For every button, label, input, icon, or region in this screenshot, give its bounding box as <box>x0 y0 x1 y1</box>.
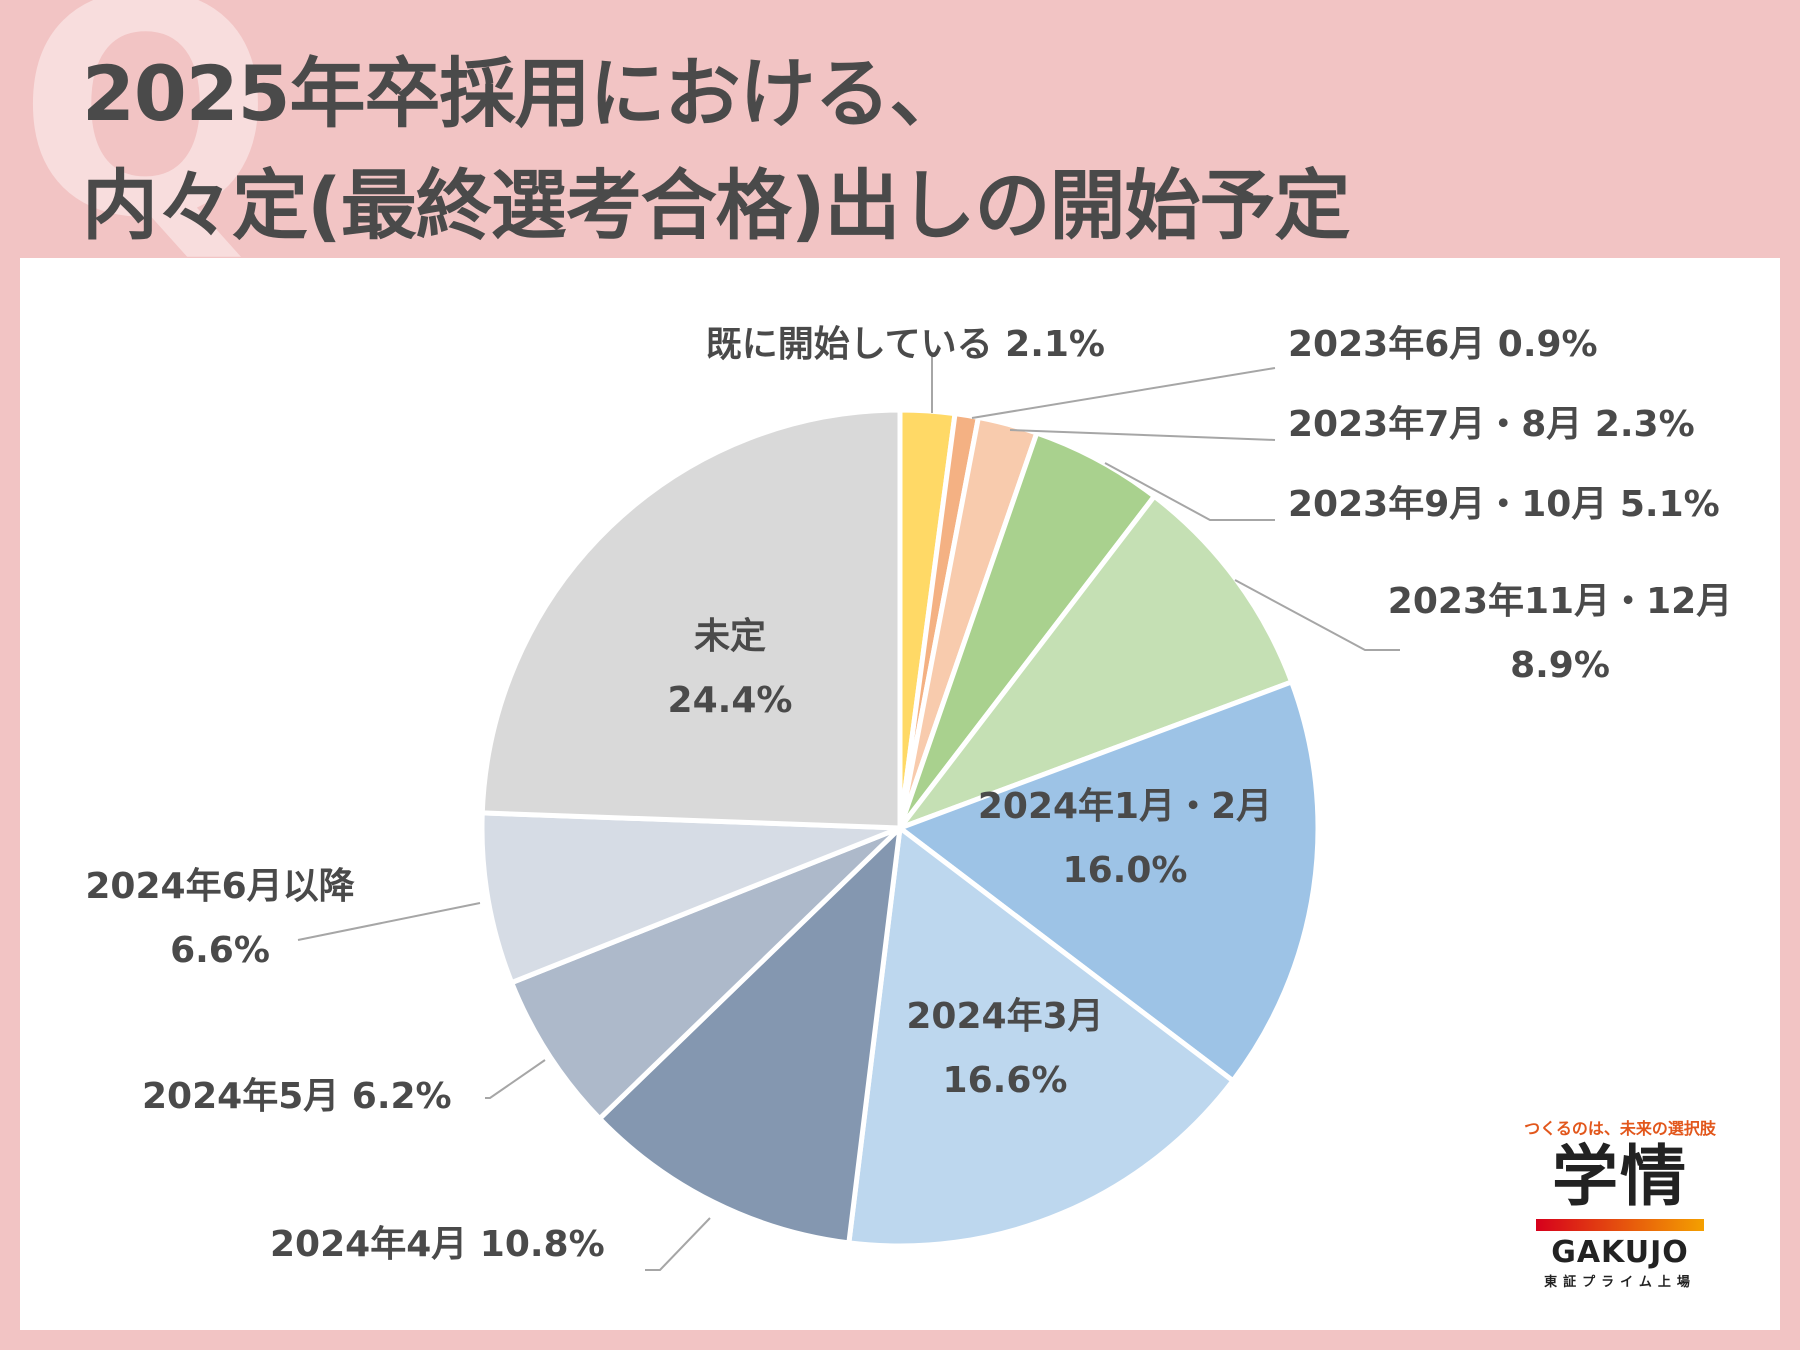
leader-line-2 <box>971 367 1276 419</box>
slice-label-2: 2023年6月 0.9% <box>1288 324 1598 365</box>
slice-label-1: 既に開始している 2.1% <box>706 324 1105 365</box>
leader-line-3 <box>1009 429 1276 441</box>
leader-line-9 <box>485 1059 546 1099</box>
logo-english: GAKUJO <box>1551 1235 1689 1270</box>
slice-category-6: 2024年1月・2月 <box>978 786 1272 827</box>
pie-slice-11 <box>479 407 903 831</box>
slice-category-11: 未定 <box>694 616 766 657</box>
leader-line-4 <box>1104 462 1275 521</box>
chart-title-line-1: 2025年卒採用における、 <box>82 49 966 138</box>
slice-category-10: 2024年6月以降 <box>85 866 354 907</box>
logo-kanji: 学情 <box>1552 1138 1688 1215</box>
chart-title: 2025年卒採用における、 内々定(最終選考合格)出しの開始予定 <box>82 38 1350 262</box>
slice-label-9: 2024年5月 6.2% <box>142 1076 452 1117</box>
slice-value-5: 8.9% <box>1510 645 1610 686</box>
leader-line-10 <box>297 902 481 941</box>
slice-label-4: 2023年9月・10月 5.1% <box>1288 484 1720 525</box>
slice-value-10: 6.6% <box>170 930 270 971</box>
slice-category-7: 2024年3月 <box>906 996 1103 1037</box>
pie-slice-8 <box>597 825 903 1246</box>
slice-label-8: 2024年4月 10.8% <box>270 1224 605 1265</box>
chart-panel: 既に開始している 2.1% 2023年6月 0.9% 2023年7月・8月 2.3%… <box>20 258 1780 1330</box>
pie-slice-10 <box>479 810 903 986</box>
chart-title-line-2: 内々定(最終選考合格)出しの開始予定 <box>82 161 1350 250</box>
leader-line-8 <box>645 1217 711 1271</box>
logo-tagline: つくるのは、未来の選択肢 <box>1524 1119 1716 1138</box>
pie-chart: 既に開始している 2.1% 2023年6月 0.9% 2023年7月・8月 2.3%… <box>85 324 1732 1271</box>
slice-value-11: 24.4% <box>668 680 793 721</box>
pie-slice-7 <box>846 825 1236 1249</box>
pie-slice-6 <box>897 679 1321 1084</box>
logo-gradient-bar <box>1536 1219 1704 1231</box>
logo-subtitle: 東証プライム上場 <box>1544 1275 1696 1290</box>
slice-category-5: 2023年11月・12月 <box>1388 581 1732 622</box>
leader-line-5 <box>1234 579 1400 651</box>
gakujo-logo: つくるのは、未来の選択肢 学情 GAKUJO 東証プライム上場 <box>1520 1115 1720 1290</box>
slice-value-7: 16.6% <box>943 1060 1068 1101</box>
decorative-q-letter: Q <box>18 0 274 284</box>
slice-value-6: 16.0% <box>1063 850 1188 891</box>
slice-label-3: 2023年7月・8月 2.3% <box>1288 404 1695 445</box>
pie-slice-9 <box>509 825 903 1122</box>
